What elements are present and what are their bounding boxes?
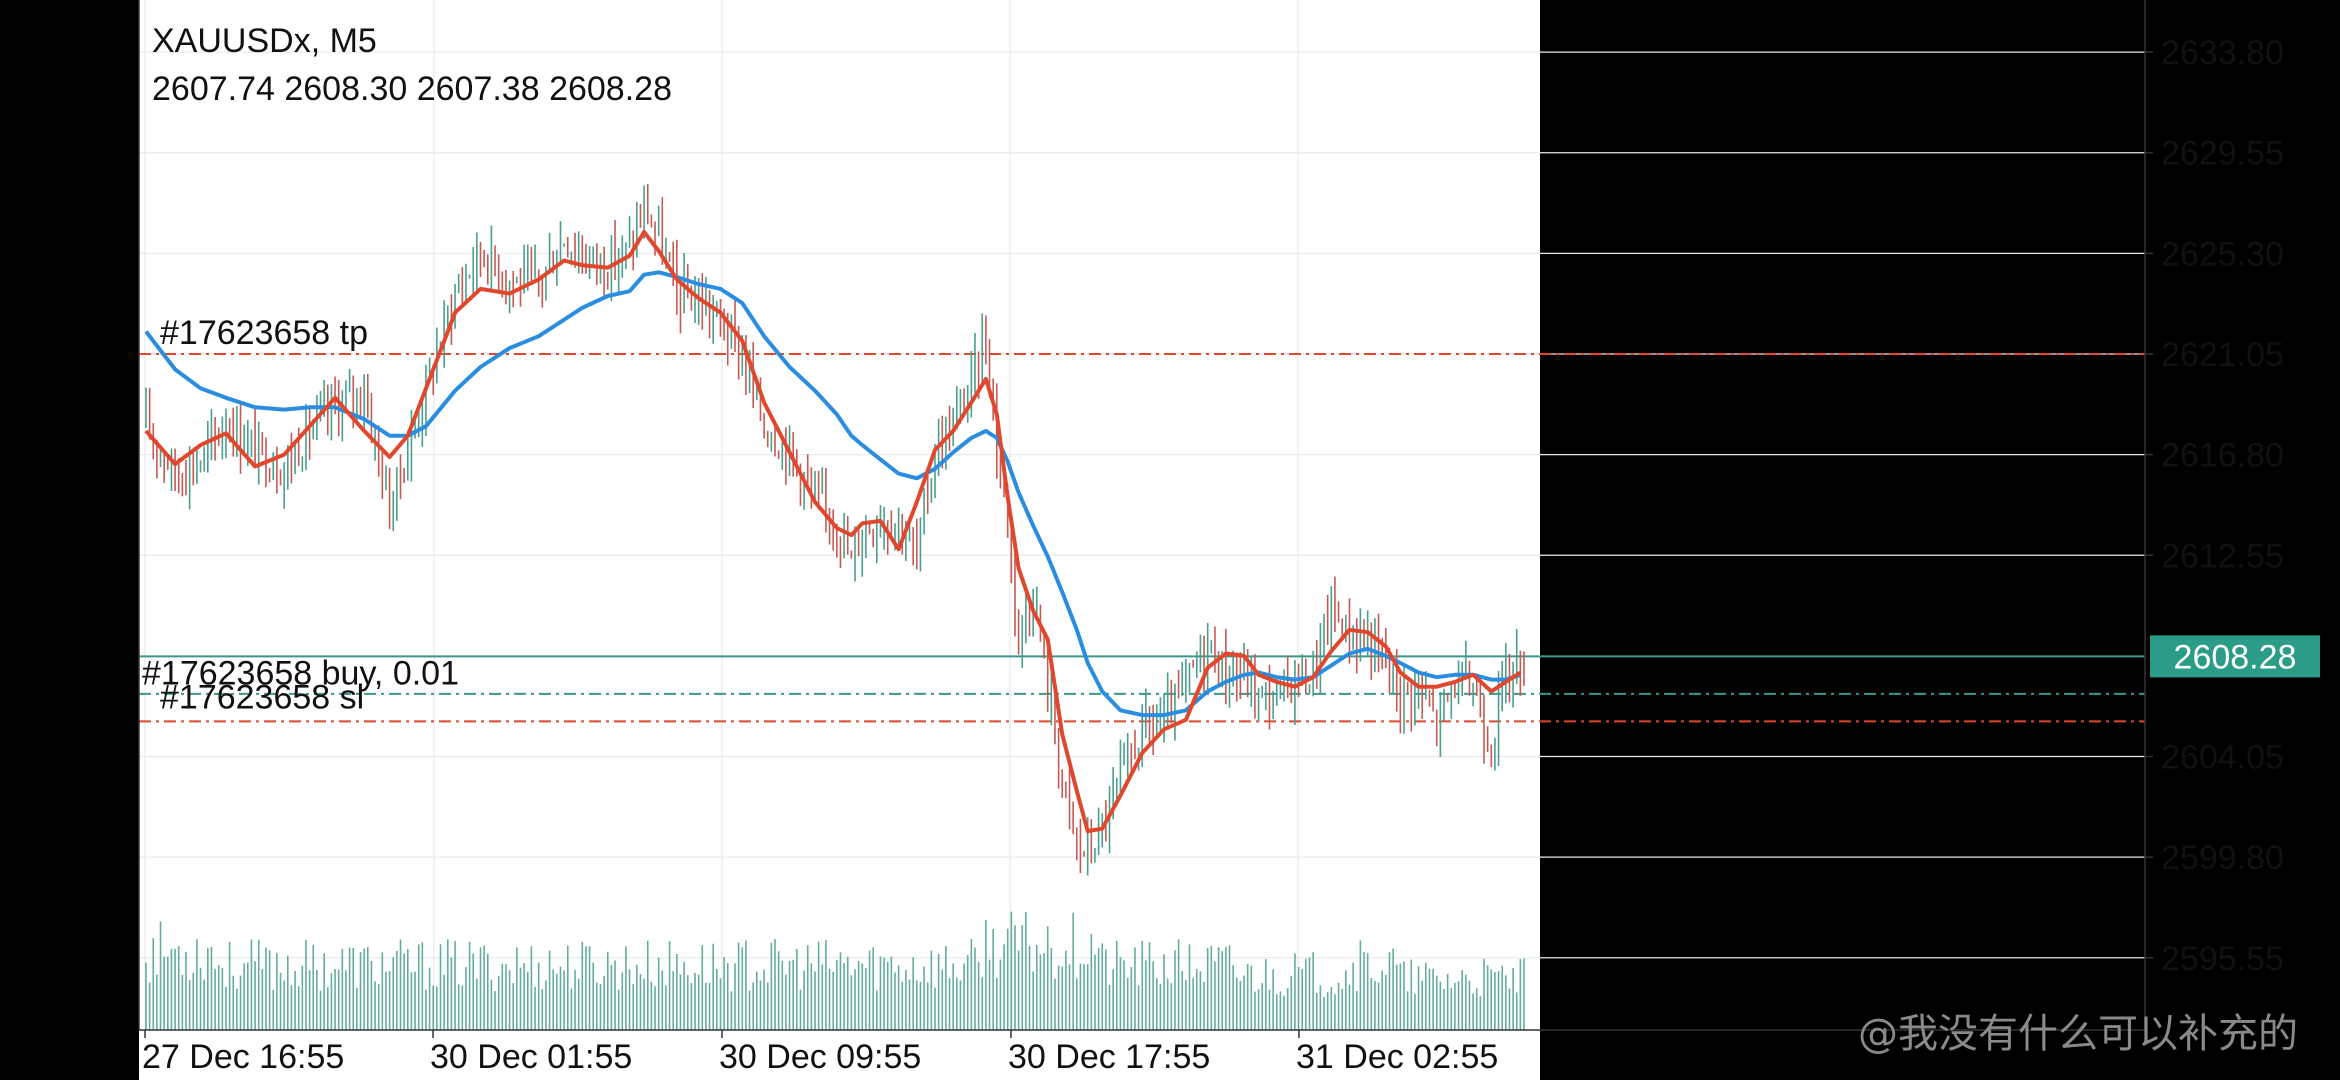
y-tick-label: 2616.80 bbox=[2161, 437, 2284, 475]
sl-order-label[interactable]: #17623658 sl bbox=[160, 678, 364, 716]
symbol-timeframe: XAUUSDx, M5 bbox=[152, 22, 377, 60]
y-tick-label: 2612.55 bbox=[2161, 537, 2284, 575]
ma-fast-line bbox=[144, 230, 1522, 834]
y-tick-label: 2604.05 bbox=[2161, 739, 2284, 777]
tp-order-label[interactable]: #17623658 tp bbox=[160, 314, 368, 352]
chart-background bbox=[139, 0, 1540, 1080]
x-tick-label: 30 Dec 09:55 bbox=[719, 1038, 921, 1076]
ohlc-low: 2607.38 bbox=[417, 70, 540, 108]
x-tick-label: 30 Dec 17:55 bbox=[1008, 1038, 1210, 1076]
ohlc-open: 2607.74 bbox=[152, 70, 275, 108]
current-price-badge-bg bbox=[2150, 635, 2320, 678]
ma-slow-line bbox=[144, 270, 1522, 718]
current-price-value: 2608.28 bbox=[2174, 638, 2297, 676]
y-tick-label: 2633.80 bbox=[2161, 34, 2284, 72]
y-tick-label: 2625.30 bbox=[2161, 235, 2284, 273]
current-price-badge: 2608.28 bbox=[2150, 635, 2320, 678]
ohlc-close: 2608.28 bbox=[549, 70, 672, 108]
entry-order-label[interactable]: #17623658 buy, 0.01 bbox=[142, 654, 459, 692]
right-black-bar bbox=[1540, 0, 2340, 1080]
y-tick-label: 2595.55 bbox=[2161, 940, 2284, 978]
y-tick-label: 2599.80 bbox=[2161, 839, 2284, 877]
watermark-text: @我没有什么可以补充的 bbox=[1858, 1011, 2298, 1057]
left-black-bar bbox=[0, 0, 139, 1080]
volume-bars bbox=[145, 911, 1525, 1030]
x-tick-label: 30 Dec 01:55 bbox=[430, 1038, 632, 1076]
x-tick-label: 31 Dec 02:55 bbox=[1296, 1038, 1498, 1076]
x-tick-label: 27 Dec 16:55 bbox=[142, 1038, 344, 1076]
ohlc-high: 2608.30 bbox=[284, 70, 407, 108]
candles bbox=[145, 183, 1525, 876]
moving-averages bbox=[144, 230, 1522, 834]
time-axis[interactable]: 27 Dec 16:55 30 Dec 01:55 30 Dec 09:55 30 D… bbox=[142, 1030, 1498, 1076]
ohlc-readout: 2607.74 2608.30 2607.38 2608.28 bbox=[152, 70, 672, 108]
y-tick-label: 2621.05 bbox=[2161, 336, 2284, 374]
chart-labels: XAUUSDx, M5 2607.74 2608.30 2607.38 2608… bbox=[142, 22, 672, 716]
y-tick-label: 2629.55 bbox=[2161, 135, 2284, 173]
price-axis[interactable]: 2633.80 2629.55 2625.30 2621.05 2616.80 2612.… bbox=[2145, 34, 2284, 978]
